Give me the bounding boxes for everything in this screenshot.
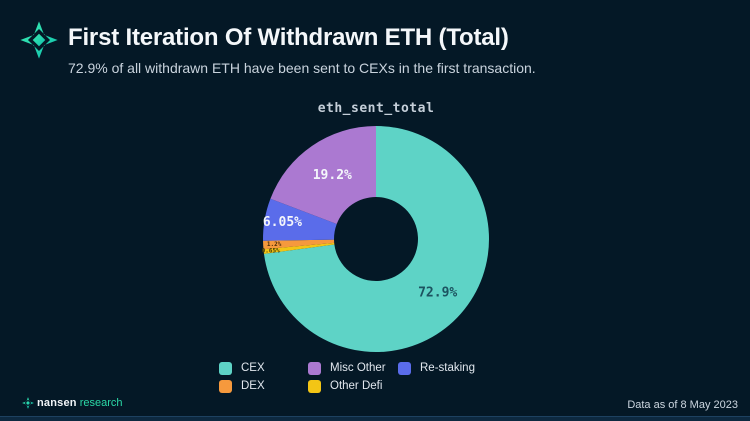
pie-label-cex: 72.9%	[418, 286, 457, 301]
pie-slice-re-staking[interactable]	[263, 198, 337, 241]
brand-name: nansen	[37, 397, 77, 409]
pie-label-dex: 1.2%	[267, 241, 282, 248]
donut-chart: 72.9% 0.65%1.2% 6.05% 19.2%	[262, 126, 489, 352]
legend-item-dex[interactable]: DEX	[219, 379, 308, 393]
legend-item-re-staking[interactable]: Re-staking	[398, 361, 475, 375]
legend-label: Misc Other	[330, 362, 386, 374]
bottom-bar	[0, 416, 750, 421]
footer-brand: nansen research	[22, 397, 123, 409]
pie-label-re-staking: 6.05%	[263, 215, 302, 230]
legend-label: CEX	[241, 362, 265, 374]
legend-swatch-dex	[219, 379, 232, 393]
legend-swatch-cex	[219, 361, 232, 375]
legend-label: DEX	[241, 380, 265, 392]
legend-item-cex[interactable]: CEX	[219, 361, 308, 375]
pie-slice-cex[interactable]	[263, 126, 489, 352]
nansen-logo-small-icon	[22, 397, 34, 409]
pie-label-misc-other: 19.2%	[313, 168, 352, 183]
nansen-logo-icon	[20, 21, 58, 59]
pie-label-other-defi: 0.65%	[262, 247, 280, 254]
legend-swatch-re-staking	[398, 361, 411, 375]
legend-label: Other Defi	[330, 380, 383, 392]
chart-title: eth_sent_total	[317, 101, 435, 116]
pie-slice-other-defi[interactable]	[263, 242, 335, 254]
brand-suffix: research	[79, 397, 123, 409]
legend-swatch-other-defi	[308, 379, 321, 393]
legend-label: Re-staking	[420, 362, 475, 374]
legend-swatch-misc-other	[308, 361, 321, 375]
legend-item-misc-other[interactable]: Misc Other	[308, 361, 398, 375]
page-title: First Iteration Of Withdrawn ETH (Total)	[68, 24, 509, 51]
pie-slice-dex[interactable]	[263, 239, 335, 250]
legend-item-other-defi[interactable]: Other Defi	[308, 379, 398, 393]
data-as-of-label: Data as of 8 May 2023	[627, 399, 738, 411]
page-subtitle: 72.9% of all withdrawn ETH have been sen…	[68, 60, 536, 76]
chart-legend: CEX Misc Other Re-staking DEX Other Defi	[219, 361, 475, 393]
pie-slice-misc-other[interactable]	[270, 126, 376, 225]
